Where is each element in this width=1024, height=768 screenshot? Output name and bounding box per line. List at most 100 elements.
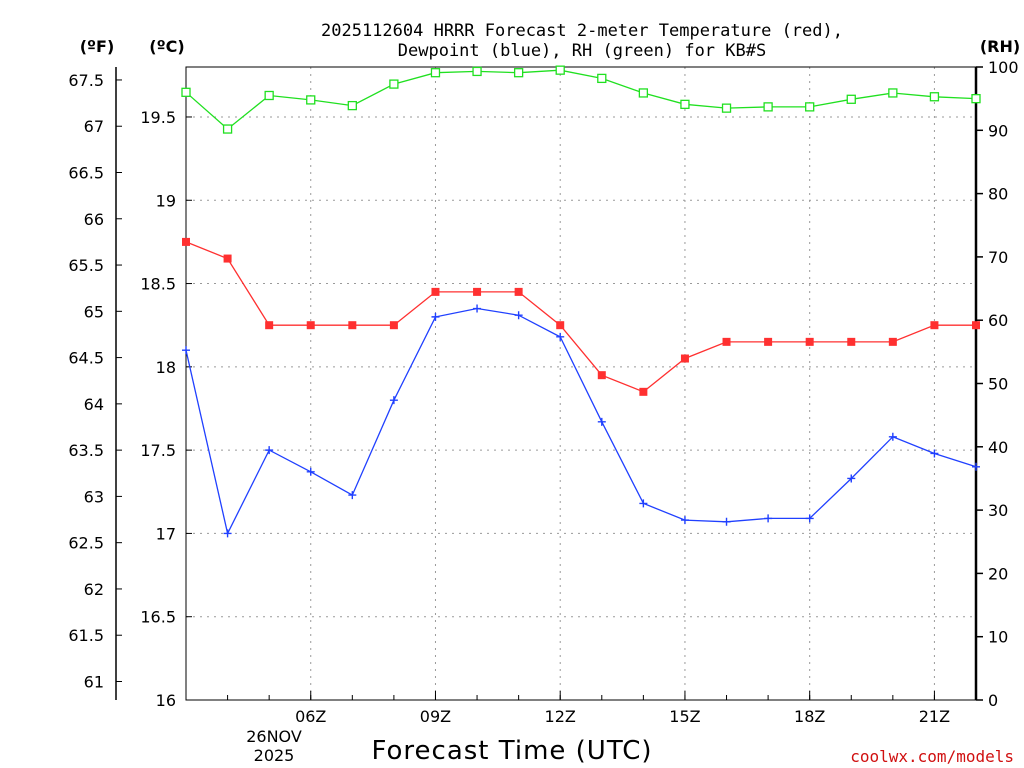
f-tick-label: 63 <box>84 487 104 506</box>
f-tick-label: 64 <box>84 395 104 414</box>
dewpoint-line <box>185 307 977 536</box>
temperature-point <box>431 287 440 296</box>
temperature-series <box>182 237 980 396</box>
dewpoint-point <box>972 462 980 471</box>
x-tick-label: 06Z <box>295 707 326 726</box>
temperature-point <box>265 321 274 330</box>
dewpoint-point <box>930 449 939 458</box>
f-tick-label: 66.5 <box>68 164 104 183</box>
f-tick-label: 62.5 <box>68 534 104 553</box>
dewpoint-point <box>722 517 731 526</box>
x-tick-label: 15Z <box>669 707 700 726</box>
f-tick-label: 65 <box>84 302 104 321</box>
grid-lines <box>186 67 976 700</box>
dewpoint-point <box>431 312 440 321</box>
rh-tick-label: 0 <box>988 691 998 710</box>
rh-point <box>222 124 233 134</box>
rh-point <box>181 87 191 97</box>
dewpoint-series <box>182 304 980 538</box>
rh-point <box>638 88 649 98</box>
chart-title-line1: 2025112604 HRRR Forecast 2-meter Tempera… <box>321 21 843 41</box>
f-tick-label: 61.5 <box>68 626 104 645</box>
temperature-point <box>805 337 814 346</box>
rh-point <box>721 103 732 113</box>
rh-point <box>555 65 565 75</box>
rh-tick-label: 80 <box>988 185 1008 204</box>
dewpoint-point <box>223 529 232 538</box>
c-tick-label: 19 <box>156 191 176 210</box>
rh-point <box>264 90 274 101</box>
temperature-line <box>185 241 976 393</box>
f-tick-label: 66 <box>84 210 104 229</box>
rh-point <box>306 95 316 105</box>
dewpoint-point <box>306 467 315 476</box>
rh-point <box>513 68 524 78</box>
rh-tick-label: 30 <box>988 501 1008 520</box>
rh-tick-label: 90 <box>988 121 1008 140</box>
rh-axis-unit: (RH) <box>980 37 1020 56</box>
plot-frame <box>185 66 977 701</box>
temperature-point <box>514 287 523 296</box>
rh-tick-label: 50 <box>988 375 1008 394</box>
temperature-point <box>348 321 357 330</box>
rh-tick-label: 40 <box>988 438 1008 457</box>
x-axis: 06Z 09Z 12Z 15Z 18Z 21Z <box>185 691 977 726</box>
f-tick-label: 63.5 <box>68 441 104 460</box>
rh-point <box>888 88 898 98</box>
rh-line <box>185 69 977 130</box>
temperature-point <box>764 337 773 346</box>
x-axis-title: Forecast Time (UTC) <box>371 736 652 766</box>
dewpoint-point <box>514 311 523 320</box>
rh-point <box>430 68 441 78</box>
dewpoint-point <box>639 499 648 508</box>
temperature-point <box>847 337 856 346</box>
rh-point <box>680 99 690 109</box>
rh-point <box>472 66 482 77</box>
f-tick-label: 65.5 <box>68 256 104 275</box>
dewpoint-point <box>389 396 398 405</box>
rh-tick-label: 100 <box>988 58 1019 77</box>
dewpoint-point <box>265 446 274 455</box>
axes <box>115 66 978 701</box>
rh-tick-label: 60 <box>988 311 1008 330</box>
c-tick-label: 18.5 <box>140 275 176 294</box>
temperature-point <box>722 337 731 346</box>
temperature-point <box>639 387 648 396</box>
fahrenheit-axis: 61 61.5 62 62.5 63 63.5 64 64.5 65 65.5 66 66.5 67 67… <box>68 71 122 691</box>
rh-point <box>347 100 357 111</box>
dewpoint-point <box>847 474 856 483</box>
dewpoint-point <box>473 304 482 313</box>
x-tick-label: 18Z <box>794 707 825 726</box>
temperature-point <box>389 321 398 330</box>
rh-point <box>971 94 981 104</box>
rh-point <box>597 73 607 84</box>
c-tick-label: 17 <box>156 524 176 543</box>
f-tick-label: 67 <box>84 117 104 136</box>
series-layer <box>181 65 981 538</box>
temperature-point <box>223 254 232 263</box>
rh-tick-label: 20 <box>988 564 1008 583</box>
temperature-point <box>306 321 315 330</box>
temperature-point <box>680 354 689 363</box>
temperature-point <box>556 321 565 330</box>
fahrenheit-axis-unit: (ºF) <box>80 37 115 56</box>
c-tick-label: 18 <box>156 358 176 377</box>
temperature-point <box>930 321 939 330</box>
celsius-axis-unit: (ºC) <box>149 37 184 56</box>
dewpoint-point <box>805 514 814 523</box>
f-tick-label: 62 <box>84 580 104 599</box>
dewpoint-point <box>764 514 773 523</box>
rh-point <box>805 102 815 112</box>
rh-tick-label: 10 <box>988 628 1008 647</box>
f-tick-label: 61 <box>84 672 104 691</box>
rh-axis: 0 10 20 30 40 50 60 70 80 90 100 <box>976 58 1019 710</box>
c-tick-label: 16.5 <box>140 608 176 627</box>
c-tick-label: 17.5 <box>140 441 176 460</box>
dewpoint-point <box>348 491 357 500</box>
date-day-label: 26NOV <box>246 727 302 746</box>
rh-point <box>763 102 773 112</box>
dewpoint-point <box>597 417 606 426</box>
x-tick-label: 21Z <box>919 707 950 726</box>
temperature-point <box>972 321 980 330</box>
